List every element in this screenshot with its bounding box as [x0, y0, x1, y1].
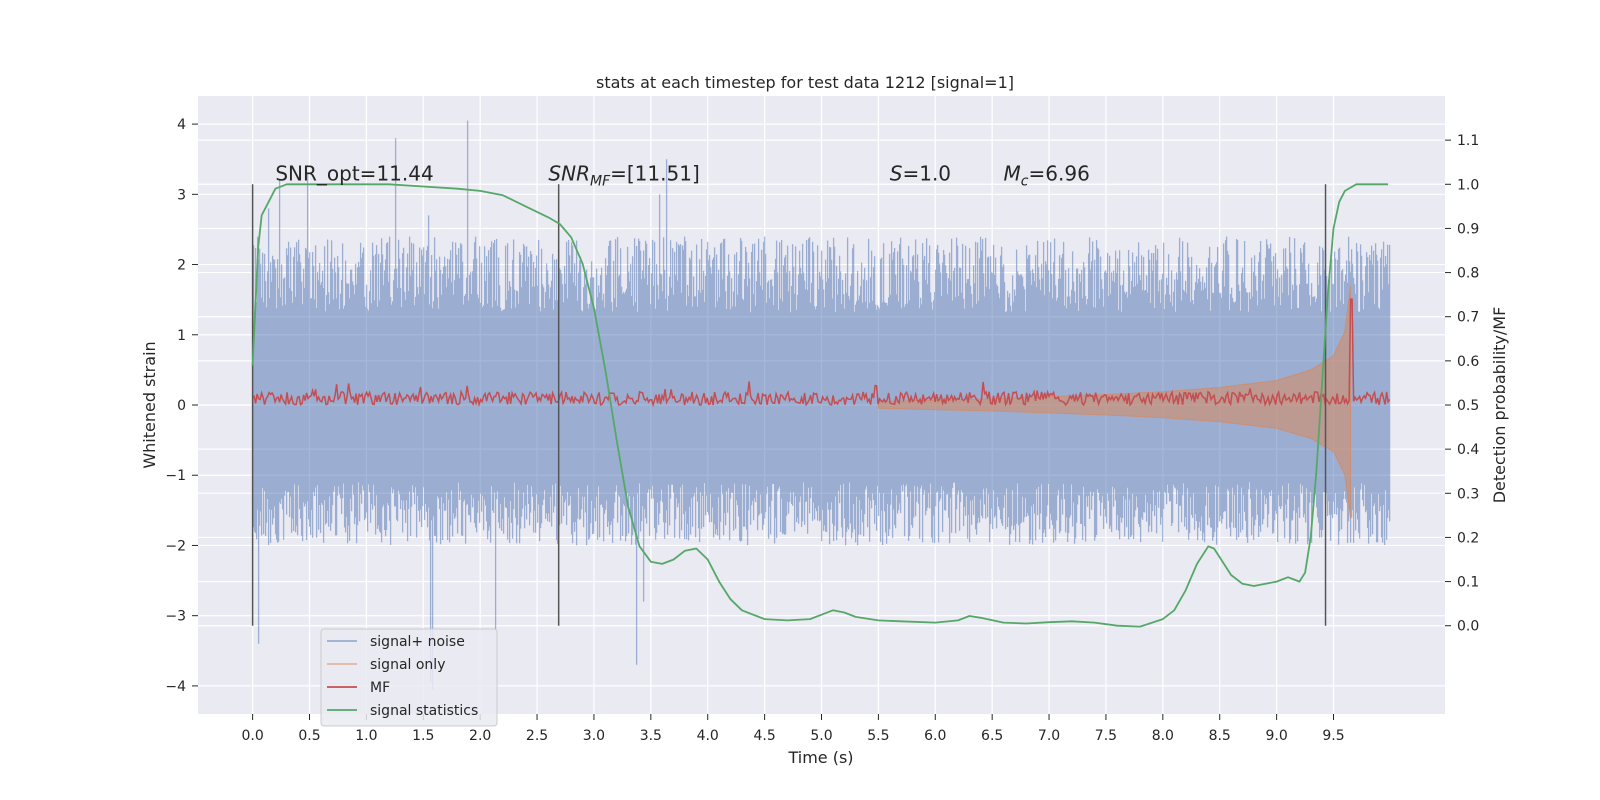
y-right-tick-label: 0.9 [1457, 221, 1479, 237]
annotation-main: M [1004, 161, 1021, 185]
y-left-tick-label: −2 [165, 538, 186, 554]
y-left-axis-label: Whitened strain [140, 341, 159, 468]
x-tick-label: 4.0 [697, 728, 719, 744]
y-left-tick-label: 2 [177, 258, 186, 274]
x-tick-label: 5.5 [867, 728, 889, 744]
annotation-main: SNR [548, 161, 590, 185]
annotation-text: S=1.0 [890, 161, 951, 185]
y-right-axis-label: Detection probability/MF [1490, 307, 1509, 504]
legend-label: MF [370, 680, 390, 696]
x-tick-label: 8.0 [1152, 728, 1174, 744]
annotation-text: SNRMF=[11.51] [548, 161, 699, 189]
x-axis-ticks: 0.0 0.5 1.0 1.5 2.0 2.5 3.0 3.5 4.0 4.5 5.0 5.5 6.0 6… [241, 714, 1345, 744]
legend-box [320, 628, 498, 727]
y-left-tick-label: 0 [177, 398, 186, 414]
series-mf [252, 298, 1391, 408]
x-tick-label: 2.5 [526, 728, 548, 744]
x-tick-label: 3.0 [583, 728, 605, 744]
annotation-subscript: c [1021, 173, 1029, 189]
x-tick-label: 7.5 [1095, 728, 1117, 744]
y-right-tick-label: 1.0 [1457, 177, 1479, 193]
vertical-markers [251, 184, 1327, 626]
y-left-tick-label: −3 [165, 609, 186, 625]
annotation-main: SNR_opt=11.44 [275, 161, 433, 185]
y-right-tick-label: 0.0 [1457, 619, 1479, 635]
annotation-value: =[11.51] [610, 161, 700, 185]
annotations: SNR_opt=11.44 SNRMF=[11.51] S=1.0 Mc=6.96 [275, 161, 1089, 189]
mf-line [252, 298, 1391, 408]
signal-statistics-line [251, 183, 1389, 628]
y-right-tick-label: 1.1 [1457, 133, 1479, 149]
x-tick-label: 1.5 [412, 728, 434, 744]
x-tick-label: 0.5 [298, 728, 320, 744]
annotation-text: Mc=6.96 [1004, 161, 1090, 189]
y-left-axis-ticks: 4 3 2 1 0 −1 −2 −3 −4 [165, 117, 198, 695]
y-left-tick-label: 4 [177, 117, 186, 133]
annotation-main: S [890, 161, 903, 185]
y-right-tick-label: 0.5 [1457, 398, 1479, 414]
y-right-tick-label: 0.7 [1457, 310, 1479, 326]
x-tick-label: 1.0 [355, 728, 377, 744]
annotation-subscript: MF [590, 173, 611, 189]
y-right-axis-ticks: 1.1 1.0 0.9 0.8 0.7 0.6 0.5 0.4 0.3 0.2 0.1 0.0 [1445, 133, 1479, 635]
legend-label: signal statistics [370, 703, 478, 719]
x-tick-label: 8.5 [1209, 728, 1231, 744]
y-right-tick-label: 0.4 [1457, 442, 1479, 458]
y-left-tick-label: 3 [177, 187, 186, 203]
x-tick-label: 6.5 [981, 728, 1003, 744]
series-signal-statistics [251, 183, 1389, 628]
legend-label: signal+ noise [370, 634, 465, 650]
y-right-tick-label: 0.1 [1457, 575, 1479, 591]
legend-label: signal only [370, 657, 445, 673]
y-right-tick-label: 0.6 [1457, 354, 1479, 370]
x-tick-label: 2.0 [469, 728, 491, 744]
legend: signal+ noise signal only MF signal statist… [320, 628, 498, 727]
x-tick-label: 0.0 [241, 728, 263, 744]
chart-title: stats at each timestep for test data 121… [596, 73, 1014, 92]
y-left-tick-label: 1 [177, 328, 186, 344]
y-right-tick-label: 0.8 [1457, 266, 1479, 282]
y-right-tick-label: 0.3 [1457, 486, 1479, 502]
annotation-value: =1.0 [902, 161, 951, 185]
x-tick-label: 4.5 [753, 728, 775, 744]
y-right-tick-label: 0.2 [1457, 530, 1479, 546]
x-tick-label: 6.0 [924, 728, 946, 744]
annotation-value: =6.96 [1029, 161, 1090, 185]
x-tick-label: 9.5 [1322, 728, 1344, 744]
x-tick-label: 3.5 [640, 728, 662, 744]
x-tick-label: 9.0 [1265, 728, 1287, 744]
y-left-tick-label: −4 [165, 679, 186, 695]
x-axis-label: Time (s) [787, 748, 853, 767]
x-tick-label: 7.0 [1038, 728, 1060, 744]
y-left-tick-label: −1 [165, 468, 186, 484]
x-tick-label: 5.0 [810, 728, 832, 744]
annotation-text: SNR_opt=11.44 [275, 161, 433, 185]
